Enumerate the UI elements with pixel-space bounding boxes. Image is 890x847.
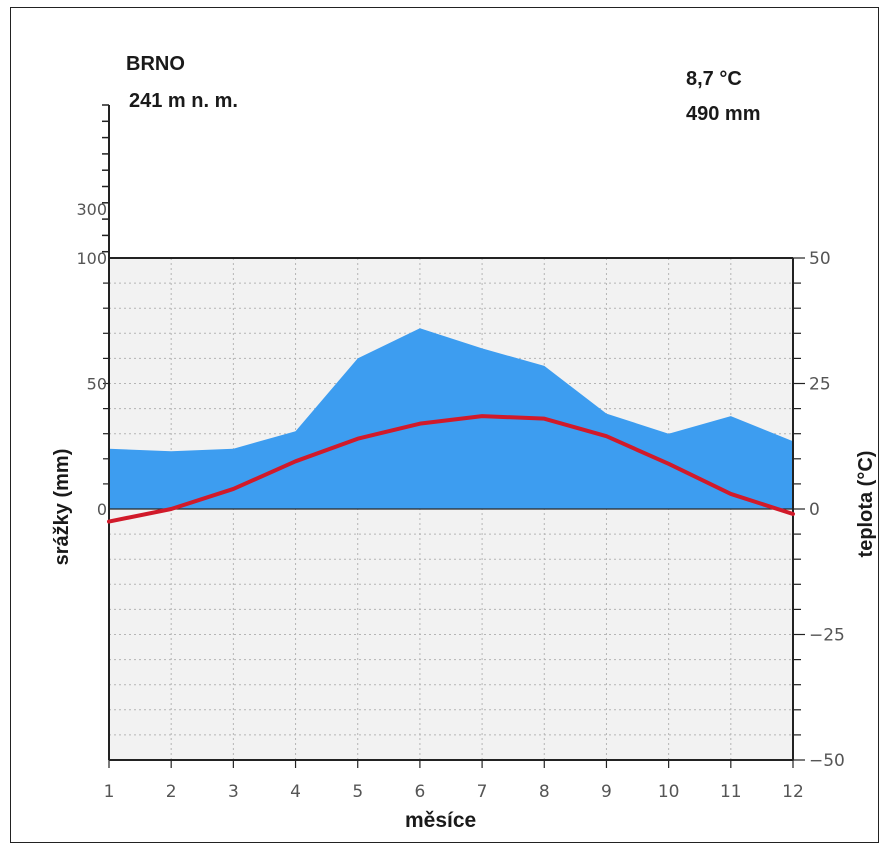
y-axis-left-label: srážky (mm) [51, 448, 73, 566]
annual-precipitation: 490 mm [686, 103, 761, 125]
x-tick-label: 1 [104, 782, 115, 802]
station-name: BRNO [126, 53, 185, 75]
x-tick-label: 3 [228, 782, 239, 802]
y-axis-right-label: teplota (°C) [855, 450, 877, 558]
right-tick-label: −50 [809, 751, 845, 771]
left-tick-label: 300 [76, 200, 107, 219]
right-tick-label: 0 [809, 500, 820, 520]
x-tick-label: 2 [166, 782, 177, 802]
x-tick-label: 11 [720, 782, 742, 802]
left-tick-label: 0 [97, 500, 107, 519]
right-tick-label: 25 [809, 375, 831, 395]
right-tick-label: −25 [809, 626, 845, 646]
x-tick-label: 5 [352, 782, 363, 802]
x-tick-label: 9 [601, 782, 612, 802]
x-tick-label: 7 [477, 782, 488, 802]
left-tick-label: 50 [87, 375, 107, 394]
x-tick-label: 12 [782, 782, 804, 802]
right-tick-label: 50 [809, 249, 831, 269]
x-tick-label: 6 [414, 782, 425, 802]
x-axis-label: měsíce [405, 809, 477, 832]
mean-temperature: 8,7 °C [686, 68, 742, 90]
station-altitude: 241 m n. m. [129, 90, 238, 112]
x-tick-label: 10 [658, 782, 680, 802]
x-tick-label: 4 [290, 782, 301, 802]
left-tick-label: 100 [76, 249, 107, 268]
temperature-line [107, 414, 795, 524]
x-tick-label: 8 [539, 782, 550, 802]
